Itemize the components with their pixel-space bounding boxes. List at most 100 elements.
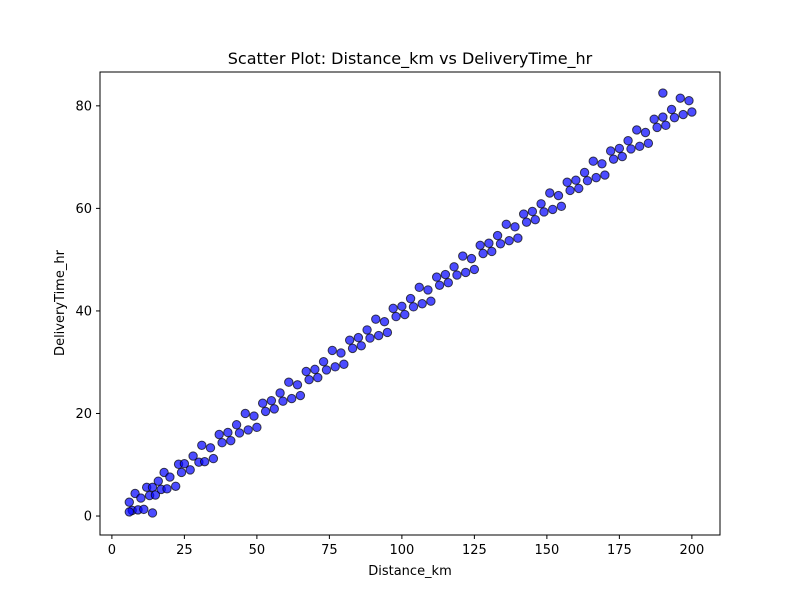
point — [185, 465, 195, 475]
point — [597, 159, 607, 169]
x-tick-label: 0 — [108, 543, 116, 558]
y-tick-label: 80 — [75, 99, 92, 114]
point — [571, 175, 581, 185]
y-tick-label: 20 — [75, 407, 92, 422]
point — [460, 267, 471, 278]
point — [162, 484, 172, 494]
point — [234, 428, 245, 438]
point — [632, 125, 642, 135]
point — [165, 472, 175, 482]
x-tick-label: 125 — [462, 543, 487, 558]
point — [649, 114, 659, 124]
point — [147, 508, 158, 518]
x-tick-label: 175 — [607, 543, 632, 558]
point — [208, 453, 219, 464]
point — [388, 303, 398, 314]
point — [321, 365, 332, 375]
point — [318, 356, 329, 367]
point — [466, 253, 477, 264]
y-tick-label: 60 — [75, 202, 92, 217]
point — [666, 104, 677, 115]
point — [574, 183, 584, 194]
point — [478, 248, 488, 259]
point — [136, 493, 146, 503]
point — [617, 151, 627, 162]
point — [205, 443, 216, 453]
point — [347, 343, 358, 354]
point — [675, 93, 685, 103]
point — [391, 311, 401, 322]
point — [530, 214, 540, 225]
point — [286, 393, 297, 404]
point — [518, 209, 529, 219]
point — [556, 201, 567, 212]
point — [495, 239, 506, 249]
point — [452, 270, 462, 280]
point — [327, 345, 337, 356]
point — [669, 112, 680, 123]
point — [243, 425, 253, 435]
point — [313, 372, 323, 383]
point — [582, 175, 593, 186]
point — [301, 366, 311, 377]
point — [124, 497, 134, 507]
point — [658, 88, 668, 98]
point — [356, 341, 366, 351]
point — [475, 240, 485, 251]
point — [501, 219, 511, 229]
point — [605, 146, 616, 156]
point — [188, 451, 198, 461]
point — [197, 440, 207, 450]
point — [217, 438, 227, 448]
point — [510, 222, 520, 232]
point — [266, 395, 277, 406]
point — [240, 408, 250, 419]
point — [434, 280, 445, 290]
y-tick-label: 0 — [84, 510, 92, 525]
point — [652, 122, 662, 133]
point — [640, 127, 651, 138]
point — [643, 138, 654, 148]
point — [536, 199, 546, 209]
point — [275, 388, 285, 398]
point — [400, 309, 410, 320]
point — [304, 374, 314, 385]
point — [547, 204, 558, 215]
point — [687, 107, 697, 117]
point — [626, 144, 636, 154]
x-tick-label: 75 — [321, 543, 338, 558]
x-tick-label: 100 — [389, 543, 414, 558]
point — [426, 296, 436, 306]
point — [513, 233, 523, 243]
point — [292, 380, 303, 390]
point — [330, 362, 340, 372]
point — [458, 251, 468, 261]
point — [527, 206, 538, 217]
point — [336, 348, 346, 358]
point — [634, 141, 645, 152]
point — [365, 333, 375, 343]
point — [295, 390, 306, 401]
point — [658, 112, 668, 122]
point — [179, 459, 190, 469]
point — [678, 109, 688, 120]
point — [521, 217, 532, 227]
point — [199, 456, 210, 467]
point — [310, 364, 320, 375]
point — [249, 411, 259, 421]
point — [223, 427, 233, 438]
point — [545, 188, 555, 198]
point — [579, 167, 590, 178]
point — [431, 272, 442, 282]
point — [278, 396, 288, 406]
plot-frame — [99, 71, 721, 536]
point — [260, 406, 271, 417]
point — [588, 156, 598, 166]
y-tick-label: 40 — [75, 304, 92, 319]
point — [405, 293, 416, 304]
point — [284, 377, 294, 387]
point — [591, 172, 601, 183]
point — [257, 398, 268, 408]
